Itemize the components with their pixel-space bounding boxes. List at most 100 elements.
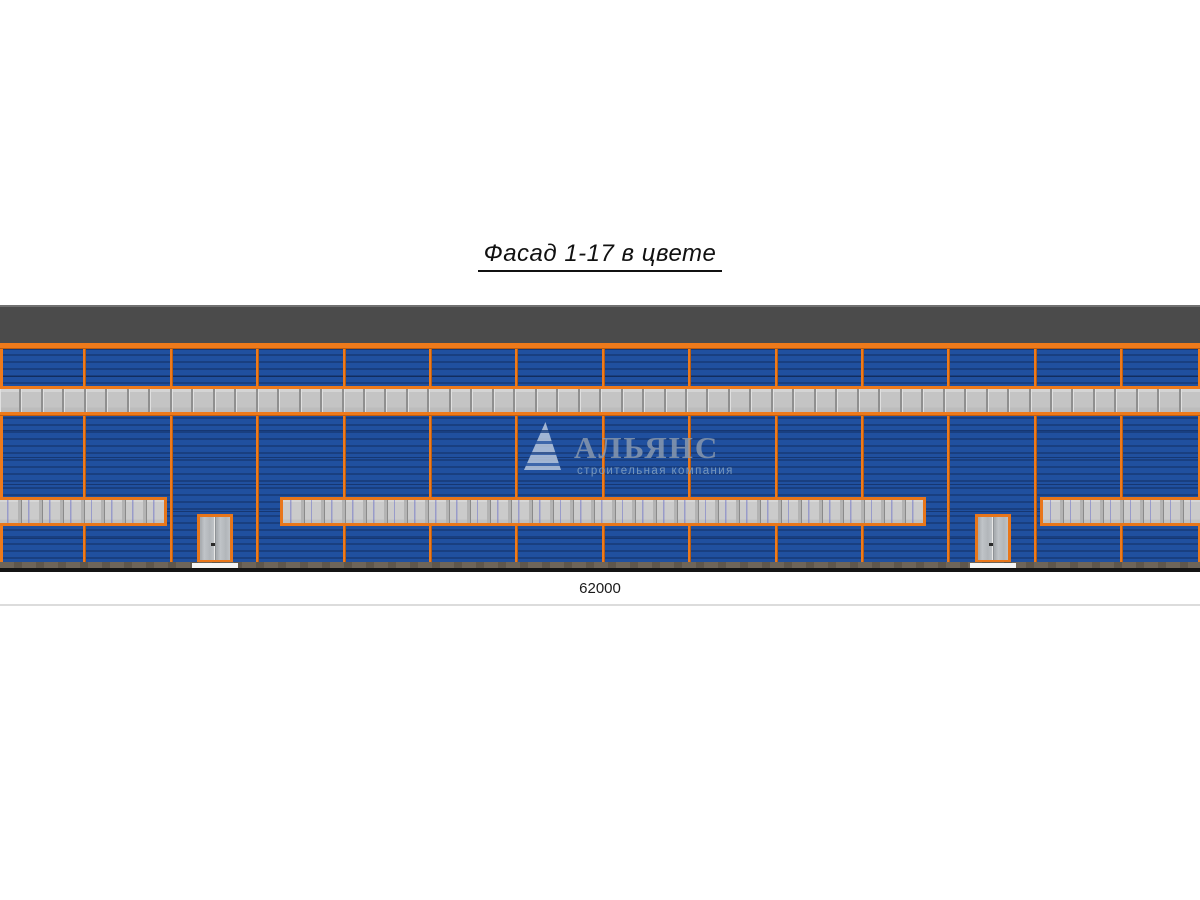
window-pane xyxy=(528,500,550,523)
window-pane xyxy=(839,500,861,523)
window-pane xyxy=(193,389,215,412)
window-pane xyxy=(601,389,623,412)
window-pane xyxy=(85,389,108,412)
roof-parapet-band xyxy=(0,305,1200,343)
window-pane xyxy=(665,389,687,412)
window-pane xyxy=(59,500,81,523)
window-pane xyxy=(321,500,343,523)
window-pane xyxy=(736,500,757,523)
window-pane xyxy=(815,389,838,412)
window-pane xyxy=(171,389,194,412)
window-pane xyxy=(1116,389,1138,412)
window-pane xyxy=(493,389,516,412)
column-line xyxy=(342,349,346,562)
entrance-door-left xyxy=(197,514,233,563)
window-pane xyxy=(450,389,473,412)
window-pane xyxy=(1080,500,1100,523)
column-line xyxy=(515,349,519,562)
window-pane xyxy=(1073,389,1095,412)
column-line xyxy=(256,349,260,562)
window-pane xyxy=(1180,389,1200,412)
window-pane xyxy=(1120,500,1140,523)
window-pane xyxy=(966,389,988,412)
window-pane xyxy=(1043,500,1060,523)
window-pane xyxy=(425,500,446,523)
eave-orange-band xyxy=(0,343,1200,349)
lower-window-band-right xyxy=(1040,497,1200,526)
window-pane xyxy=(794,389,816,412)
column-line xyxy=(169,349,173,562)
column-line xyxy=(601,349,605,562)
column-lines xyxy=(0,349,1200,562)
window-pane xyxy=(1060,500,1080,523)
window-pane xyxy=(777,500,799,523)
window-pane xyxy=(611,500,633,523)
window-pane xyxy=(549,500,571,523)
window-pane xyxy=(944,389,967,412)
window-pane xyxy=(1140,500,1160,523)
window-pane xyxy=(756,500,778,523)
door-leaf xyxy=(200,517,215,560)
window-pane xyxy=(515,389,537,412)
column-line xyxy=(688,349,692,562)
window-pane xyxy=(1160,500,1180,523)
window-pane xyxy=(644,389,666,412)
window-pane xyxy=(21,389,43,412)
window-pane xyxy=(687,389,709,412)
window-pane xyxy=(558,389,580,412)
window-band-bottom-trim xyxy=(0,412,1200,416)
window-pane xyxy=(101,500,123,523)
window-pane xyxy=(632,500,654,523)
upper-window-band xyxy=(0,389,1200,412)
window-pane xyxy=(64,389,86,412)
window-pane xyxy=(881,500,903,523)
window-pane xyxy=(472,389,494,412)
window-pane xyxy=(591,500,612,523)
window-pane xyxy=(1180,500,1200,523)
window-pane xyxy=(694,500,716,523)
plinth-band xyxy=(0,562,1200,568)
window-pane xyxy=(653,500,674,523)
column-line xyxy=(1120,349,1124,562)
lower-window-band-left xyxy=(0,497,167,526)
window-pane xyxy=(214,389,237,412)
window-pane xyxy=(300,500,322,523)
window-pane xyxy=(1159,389,1181,412)
window-pane xyxy=(342,500,363,523)
window-pane xyxy=(1030,389,1052,412)
window-pane xyxy=(1051,389,1074,412)
window-pane xyxy=(386,389,408,412)
window-pane xyxy=(508,500,529,523)
window-pane xyxy=(38,500,60,523)
window-pane xyxy=(860,500,882,523)
window-pane xyxy=(1094,389,1117,412)
window-pane xyxy=(42,389,65,412)
window-pane xyxy=(1100,500,1120,523)
window-pane xyxy=(122,500,144,523)
door-leaf xyxy=(993,517,1008,560)
window-pane xyxy=(987,389,1010,412)
window-pane xyxy=(362,500,384,523)
window-pane xyxy=(283,500,301,523)
window-pane xyxy=(466,500,488,523)
window-pane xyxy=(798,500,820,523)
window-pane xyxy=(80,500,102,523)
window-pane xyxy=(0,389,22,412)
window-pane xyxy=(570,500,592,523)
window-pane xyxy=(751,389,773,412)
window-pane xyxy=(150,389,172,412)
window-pane xyxy=(923,389,945,412)
window-pane xyxy=(429,389,451,412)
window-pane xyxy=(880,389,902,412)
door-leaf xyxy=(978,517,993,560)
window-pane xyxy=(236,389,258,412)
window-pane xyxy=(445,500,467,523)
window-pane xyxy=(858,389,881,412)
window-pane xyxy=(17,500,39,523)
entrance-door-right xyxy=(975,514,1011,563)
door-leaf xyxy=(215,517,230,560)
window-pane xyxy=(300,389,323,412)
window-pane xyxy=(128,389,151,412)
window-pane xyxy=(0,500,18,523)
